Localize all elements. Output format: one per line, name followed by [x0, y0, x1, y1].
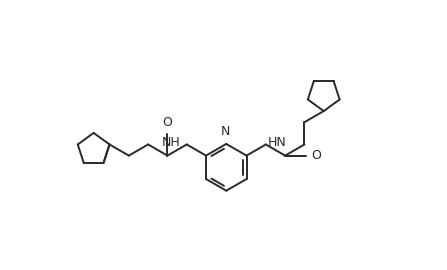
Text: HN: HN: [268, 136, 287, 149]
Text: N: N: [220, 125, 230, 138]
Text: O: O: [163, 116, 173, 129]
Text: O: O: [311, 149, 321, 162]
Text: NH: NH: [161, 136, 180, 149]
